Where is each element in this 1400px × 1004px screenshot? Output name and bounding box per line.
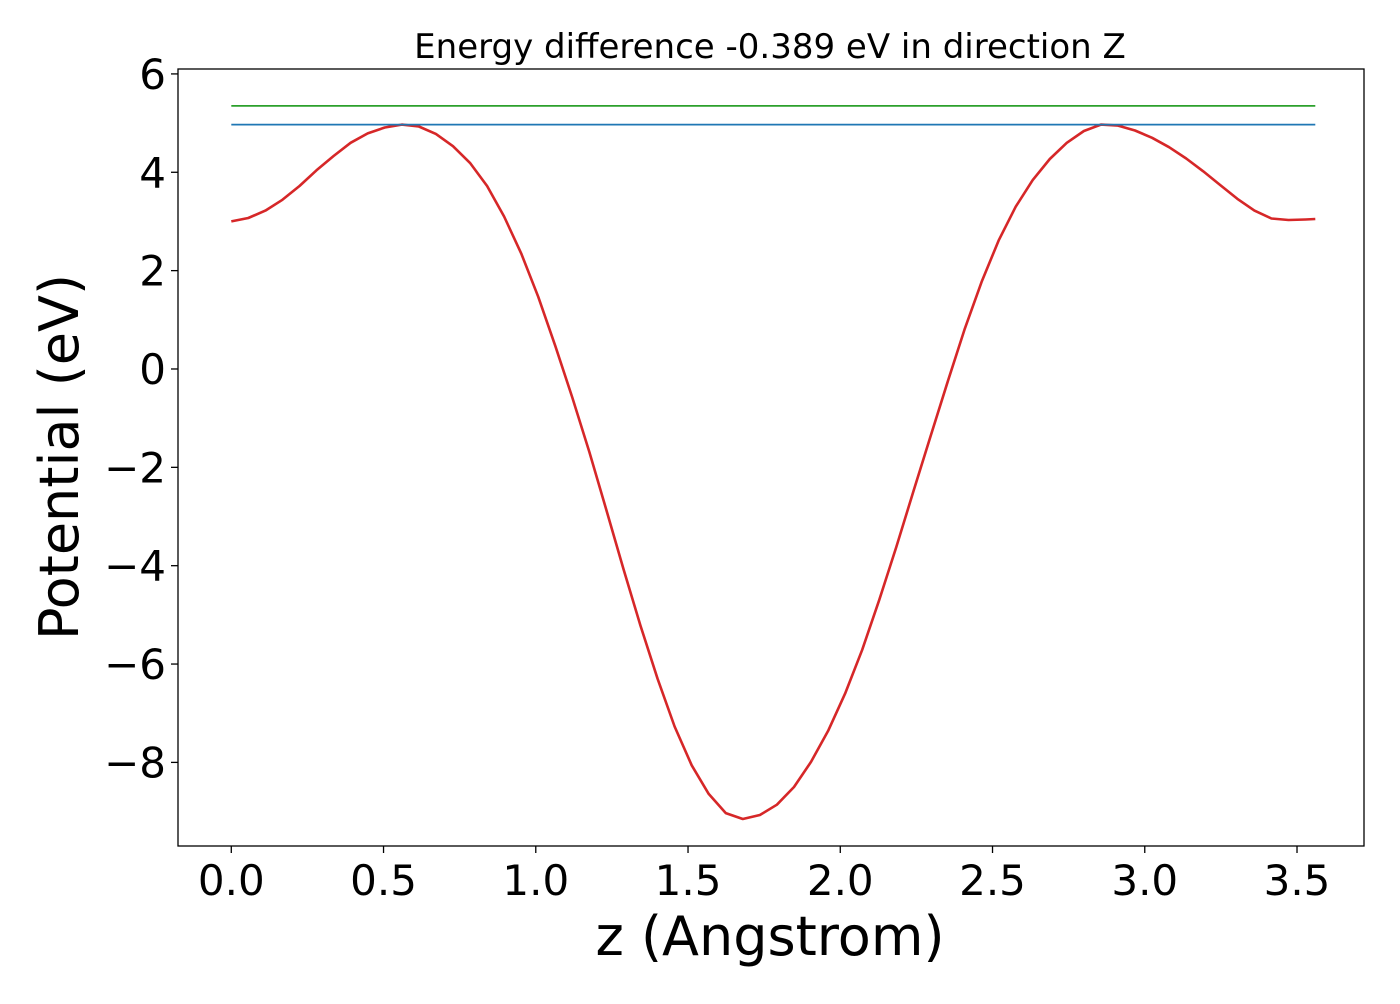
plot-area xyxy=(231,105,1316,821)
x-tick-label: 0.5 xyxy=(350,856,417,905)
axes-frame xyxy=(177,68,1365,847)
x-tick-label: 3.5 xyxy=(1264,856,1331,905)
y-tick-label: 2 xyxy=(139,247,166,296)
x-tick-label: 0.0 xyxy=(198,856,265,905)
x-axis-label: z (Angstrom) xyxy=(595,905,944,968)
x-tick-label: 1.0 xyxy=(502,856,569,905)
y-tick-label: −2 xyxy=(104,443,166,492)
x-tick-label: 2.0 xyxy=(807,856,874,905)
y-axis-ticks: −8 −6 −4 −2 0 2 4 6 xyxy=(104,50,178,787)
x-tick-label: 2.5 xyxy=(959,856,1026,905)
chart-title: Energy difference -0.389 eV in direction… xyxy=(414,27,1126,67)
x-tick-label: 3.0 xyxy=(1111,856,1178,905)
y-tick-label: 0 xyxy=(139,345,166,394)
y-tick-label: −4 xyxy=(104,542,166,591)
x-axis-ticks: 0.0 0.5 1.0 1.5 2.0 2.5 3.0 3.5 xyxy=(198,846,1331,905)
y-axis-label: Potential (eV) xyxy=(28,274,91,640)
y-tick-label: −6 xyxy=(104,640,166,689)
potential-curve-line xyxy=(231,123,1316,821)
y-tick-label: 4 xyxy=(139,148,166,197)
x-tick-label: 1.5 xyxy=(655,856,722,905)
y-tick-label: 6 xyxy=(139,50,166,99)
y-tick-label: −8 xyxy=(104,738,166,787)
